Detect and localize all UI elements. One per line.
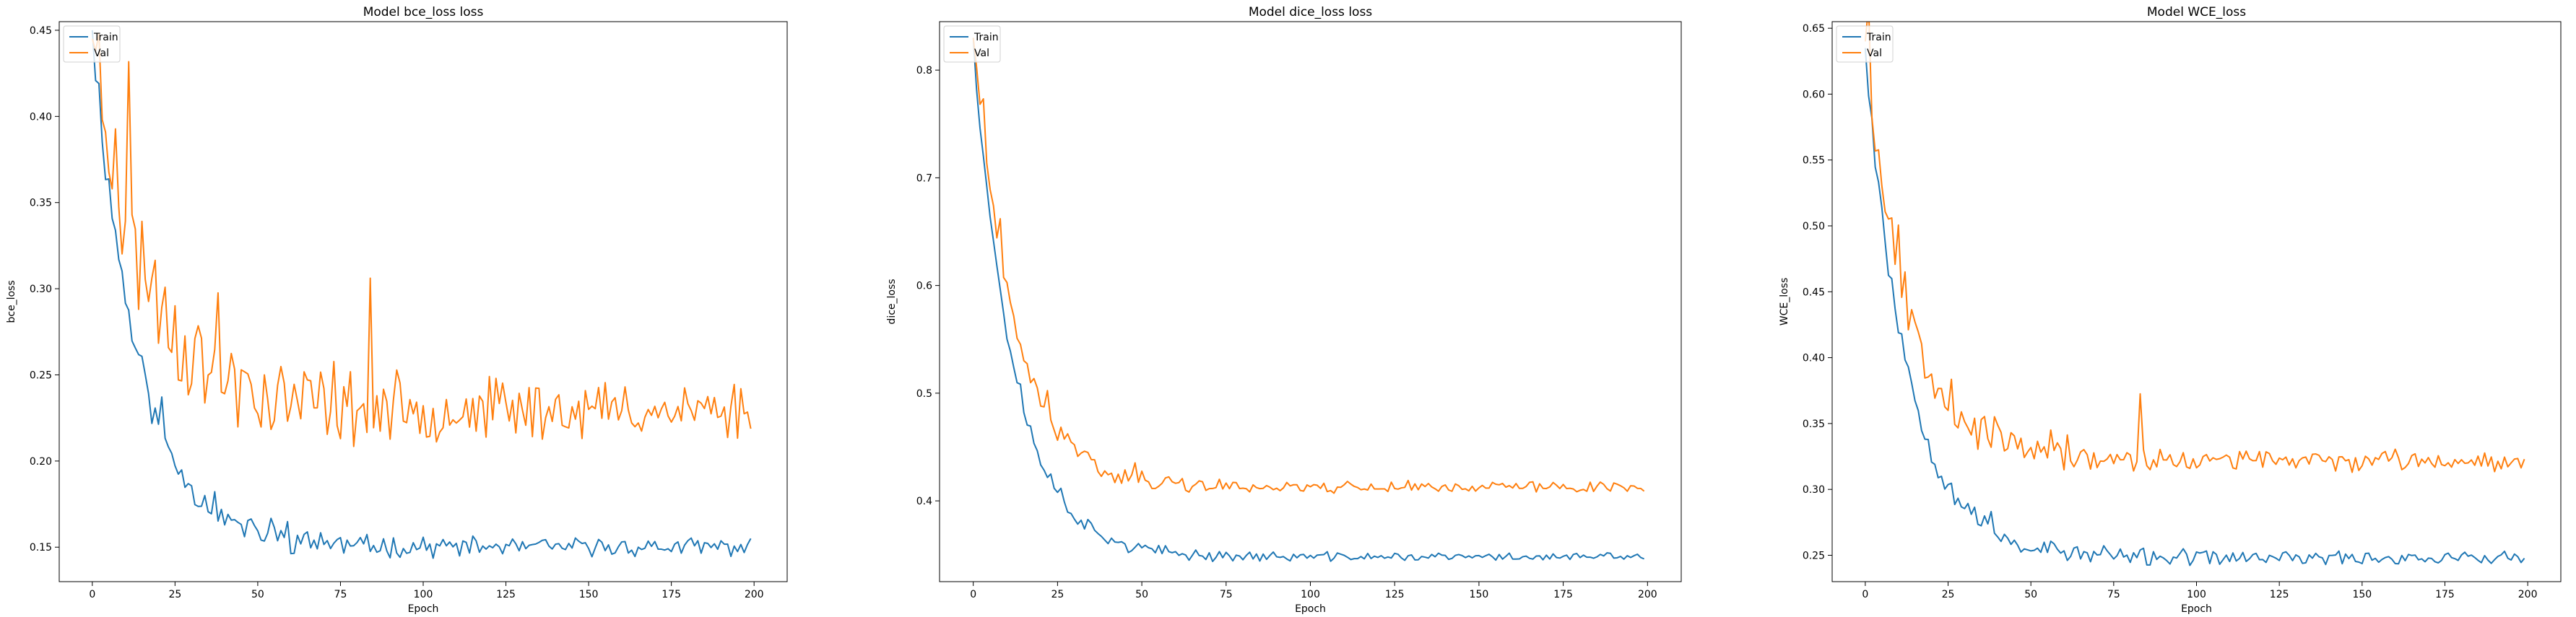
x-tick-label: 200 [2518, 589, 2538, 600]
x-axis-label: Epoch [408, 603, 439, 615]
y-tick-label: 0.40 [30, 111, 52, 123]
legend-label-train: Train [1866, 32, 1891, 43]
axes-frame [939, 21, 1682, 582]
chart-2: Model dice_loss loss 0 25 50 75 100 125 150 175 2… [886, 5, 1682, 615]
x-tick-label: 100 [1301, 589, 1320, 600]
x-tick-label: 150 [1470, 589, 1489, 600]
x-tick-label: 125 [1385, 589, 1405, 600]
y-tick-label: 0.7 [916, 172, 932, 184]
axes-frame [1831, 21, 2562, 582]
chart-3: Model WCE_loss 0 25 50 75 100 125 150 175 200 0.25… [1779, 5, 2562, 615]
y-tick-label: 0.5 [916, 388, 932, 400]
x-tick-label: 75 [334, 589, 347, 600]
x-tick-label: 50 [251, 589, 264, 600]
y-tick-label: 0.60 [1803, 89, 1825, 100]
y-tick-label: 0.50 [1803, 221, 1825, 232]
y-tick-label: 0.35 [1803, 419, 1825, 430]
y-tick-label: 0.25 [1803, 550, 1825, 561]
chart-title: Model bce_loss loss [363, 5, 484, 19]
x-tick-label: 150 [2352, 589, 2372, 600]
series-line-train [91, 30, 752, 559]
legend-label-val: Val [94, 48, 109, 59]
x-tick-label: 100 [414, 589, 433, 600]
legend-label-train: Train [973, 32, 999, 43]
x-tick-label: 75 [2107, 589, 2120, 600]
x-axis-label: Epoch [1295, 603, 1326, 615]
x-tick-label: 150 [579, 589, 599, 600]
x-tick-label: 100 [2187, 589, 2206, 600]
chart-title: Model WCE_loss [2147, 5, 2246, 19]
x-axis-label: Epoch [2181, 603, 2212, 615]
y-tick-label: 0.30 [30, 284, 52, 295]
y-tick-label: 0.8 [916, 65, 932, 76]
series-line-train [972, 38, 1645, 562]
y-tick-label: 0.20 [30, 456, 52, 468]
series-line-val [972, 38, 1645, 494]
x-tick-label: 125 [496, 589, 516, 600]
axes-frame [58, 21, 788, 582]
x-tick-label: 200 [1638, 589, 1657, 600]
x-tick-label: 25 [168, 589, 181, 600]
chart-title: Model dice_loss loss [1249, 5, 1372, 19]
y-tick-label: 0.15 [30, 542, 52, 553]
y-tick-label: 0.55 [1803, 155, 1825, 167]
y-tick-label: 0.45 [30, 25, 52, 37]
x-tick-label: 50 [1135, 589, 1148, 600]
legend-label-val: Val [1867, 48, 1882, 59]
legend-label-train: Train [93, 32, 118, 43]
chart-1: Model bce_loss loss 0 25 50 75 100 125 150 175 20… [6, 5, 788, 615]
y-tick-label: 0.35 [30, 198, 52, 209]
y-tick-label: 0.30 [1803, 484, 1825, 496]
y-tick-label: 0.65 [1803, 23, 1825, 35]
x-tick-label: 75 [1220, 589, 1233, 600]
x-tick-label: 125 [2270, 589, 2289, 600]
series-line-val [1864, 22, 2525, 473]
series-line-val [91, 33, 752, 447]
y-tick-label: 0.45 [1803, 286, 1825, 298]
x-tick-label: 25 [1942, 589, 1955, 600]
x-tick-label: 175 [662, 589, 681, 600]
y-axis-label: bce_loss [6, 280, 17, 323]
x-tick-label: 50 [2024, 589, 2037, 600]
y-tick-label: 0.4 [916, 496, 932, 507]
series-line-train [1864, 48, 2525, 566]
x-tick-label: 0 [1862, 589, 1868, 600]
x-tick-label: 0 [89, 589, 95, 600]
y-axis-label: WCE_loss [1779, 278, 1790, 326]
y-axis-label: dice_loss [886, 279, 898, 324]
x-tick-label: 25 [1051, 589, 1064, 600]
y-tick-label: 0.6 [916, 281, 932, 292]
y-tick-label: 0.40 [1803, 353, 1825, 364]
legend-label-val: Val [974, 48, 989, 59]
y-tick-label: 0.25 [30, 369, 52, 381]
x-tick-label: 0 [970, 589, 976, 600]
x-tick-label: 175 [1553, 589, 1573, 600]
x-tick-label: 200 [745, 589, 764, 600]
x-tick-label: 175 [2435, 589, 2455, 600]
